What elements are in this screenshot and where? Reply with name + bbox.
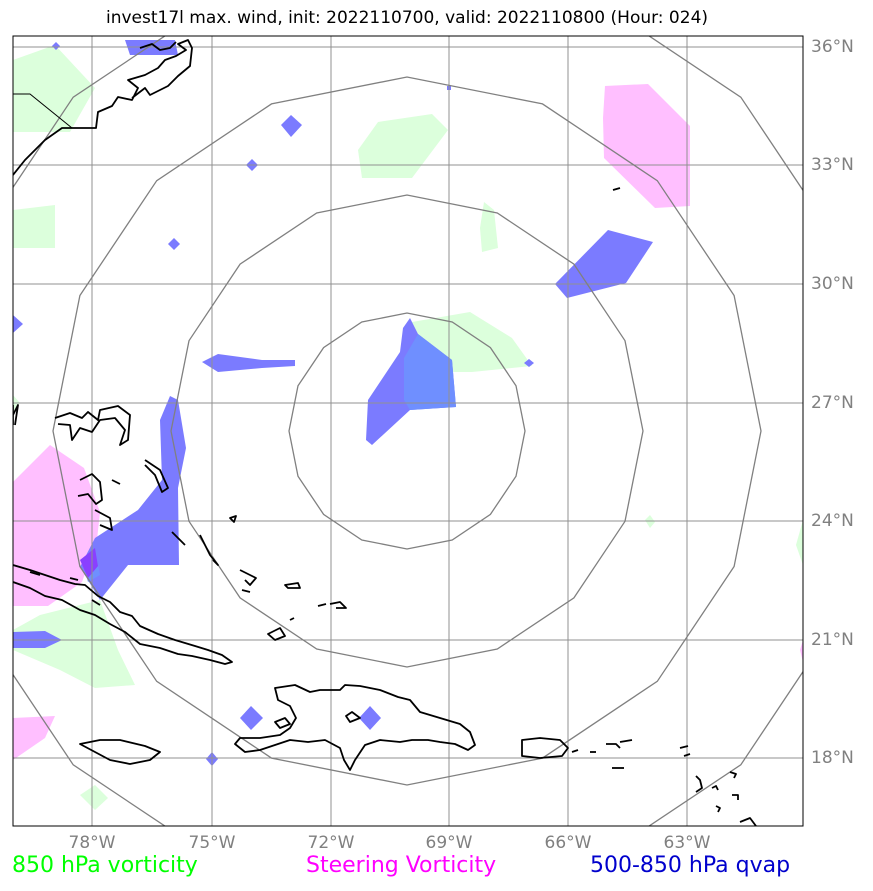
- range-ring-3: [52, 76, 762, 786]
- lat-label-30n: 30°N: [811, 274, 854, 294]
- lat-label-33n: 33°N: [811, 155, 854, 175]
- lon-label-72w: 72°W: [307, 833, 355, 853]
- lon-label-63w: 63°W: [663, 833, 711, 853]
- steering-vorticity-areas: [13, 84, 803, 760]
- vorticity-850-areas: [13, 45, 803, 810]
- lat-label-18n: 18°N: [811, 748, 854, 768]
- legend-qvap: 500-850 hPa qvap: [590, 853, 791, 878]
- range-ring-1: [288, 312, 526, 550]
- range-ring-2: [170, 194, 644, 668]
- coastlines: [13, 39, 757, 826]
- lon-label-66w: 66°W: [544, 833, 592, 853]
- lat-label-24n: 24°N: [811, 511, 854, 531]
- map-gridlines: [13, 36, 803, 826]
- lat-label-21n: 21°N: [811, 630, 854, 650]
- plot-frame: [12, 35, 804, 827]
- overlap-magenta-areas: [80, 548, 98, 578]
- lat-label-36n: 36°N: [811, 37, 854, 57]
- legend-steering-vorticity: Steering Vorticity: [306, 853, 497, 878]
- map-title: invest17l max. wind, init: 2022110700, v…: [105, 8, 709, 28]
- lon-label-78w: 78°W: [68, 833, 116, 853]
- legend-vorticity-850: 850 hPa vorticity: [12, 853, 198, 878]
- lat-label-27n: 27°N: [811, 393, 854, 413]
- lon-label-69w: 69°W: [425, 833, 473, 853]
- lon-label-75w: 75°W: [188, 833, 236, 853]
